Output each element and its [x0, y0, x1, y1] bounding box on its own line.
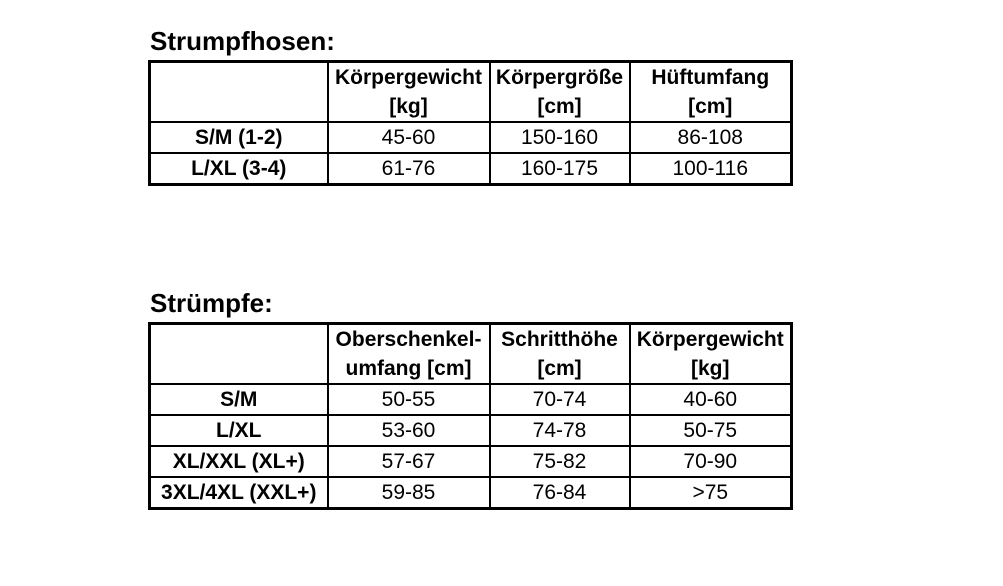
header-line1: Hüftumfang — [651, 66, 770, 89]
column-header-empty — [148, 322, 329, 385]
header-line2: umfang [cm] — [345, 357, 472, 380]
size-table-struempfe: Oberschenkel- umfang [cm] Schritthöhe [c… — [148, 322, 793, 510]
data-cell: 75-82 — [488, 445, 631, 478]
data-cell: 53-60 — [326, 414, 491, 447]
column-header-koerpergroesse: Körpergröße [cm] — [488, 60, 631, 123]
data-cell: 57-67 — [326, 445, 491, 478]
table-row: S/M (1-2) 45-60 150-160 86-108 — [148, 121, 793, 154]
column-header-koerpergewicht: Körpergewicht [kg] — [628, 322, 793, 385]
data-cell: 100-116 — [628, 152, 793, 186]
data-cell: 150-160 — [488, 121, 631, 154]
table-row: XL/XXL (XL+) 57-67 75-82 70-90 — [148, 445, 793, 478]
data-cell: 160-175 — [488, 152, 631, 186]
header-line1: Körpergewicht — [636, 328, 784, 351]
data-cell: 61-76 — [326, 152, 491, 186]
data-cell: 76-84 — [488, 476, 631, 510]
header-line1: Oberschenkel- — [335, 328, 482, 351]
row-label-cell: S/M (1-2) — [148, 121, 329, 154]
row-label-cell: XL/XXL (XL+) — [148, 445, 329, 478]
data-cell: >75 — [628, 476, 793, 510]
column-header-koerpergewicht: Körpergewicht [kg] — [326, 60, 491, 123]
data-cell: 70-74 — [488, 383, 631, 416]
table-row: S/M 50-55 70-74 40-60 — [148, 383, 793, 416]
data-cell: 74-78 — [488, 414, 631, 447]
header-line2: [kg] — [389, 95, 428, 118]
header-line2: [cm] — [537, 95, 582, 118]
row-label-cell: L/XL — [148, 414, 329, 447]
data-cell: 59-85 — [326, 476, 491, 510]
table-title-struempfe: Strümpfe: — [150, 288, 273, 318]
data-cell: 50-75 — [628, 414, 793, 447]
table-row: L/XL 53-60 74-78 50-75 — [148, 414, 793, 447]
table-row: L/XL (3-4) 61-76 160-175 100-116 — [148, 152, 793, 186]
row-label-cell: S/M — [148, 383, 329, 416]
header-line2: [kg] — [691, 357, 730, 380]
table-row: 3XL/4XL (XXL+) 59-85 76-84 >75 — [148, 476, 793, 510]
data-cell: 50-55 — [326, 383, 491, 416]
data-cell: 86-108 — [628, 121, 793, 154]
header-row: Oberschenkel- umfang [cm] Schritthöhe [c… — [148, 322, 793, 385]
header-line1: Körpergröße — [495, 66, 624, 89]
header-row: Körpergewicht [kg] Körpergröße [cm] Hüft… — [148, 60, 793, 123]
header-line1: Schritthöhe — [501, 328, 618, 351]
row-label-cell: 3XL/4XL (XXL+) — [148, 476, 329, 510]
column-header-schritthoehe: Schritthöhe [cm] — [488, 322, 631, 385]
column-header-oberschenkelumfang: Oberschenkel- umfang [cm] — [326, 322, 491, 385]
row-label-cell: L/XL (3-4) — [148, 152, 329, 186]
data-cell: 70-90 — [628, 445, 793, 478]
column-header-empty — [148, 60, 329, 123]
header-line2: [cm] — [688, 95, 733, 118]
column-header-hueftumfang: Hüftumfang [cm] — [628, 60, 793, 123]
size-table-strumpfhosen: Körpergewicht [kg] Körpergröße [cm] Hüft… — [148, 60, 793, 186]
data-cell: 45-60 — [326, 121, 491, 154]
header-line1: Körpergewicht — [334, 66, 483, 89]
table-title-strumpfhosen: Strumpfhosen: — [150, 26, 335, 56]
data-cell: 40-60 — [628, 383, 793, 416]
header-line2: [cm] — [537, 357, 582, 380]
